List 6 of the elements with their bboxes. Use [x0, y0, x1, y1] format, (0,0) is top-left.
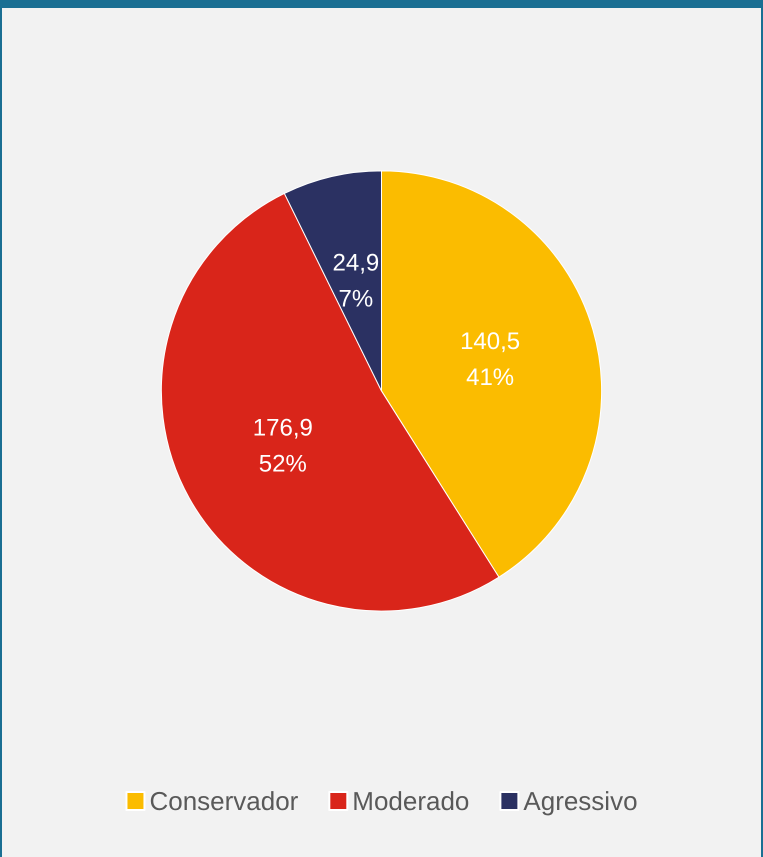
data-label: 176,9 52% [252, 414, 313, 478]
data-label: 24,9 7% [332, 249, 380, 312]
legend-label: Moderado [352, 786, 470, 816]
legend-label: Agressivo [523, 786, 638, 816]
legend-label: Conservador [149, 786, 299, 816]
data-label: 140,5 41% [460, 328, 520, 392]
